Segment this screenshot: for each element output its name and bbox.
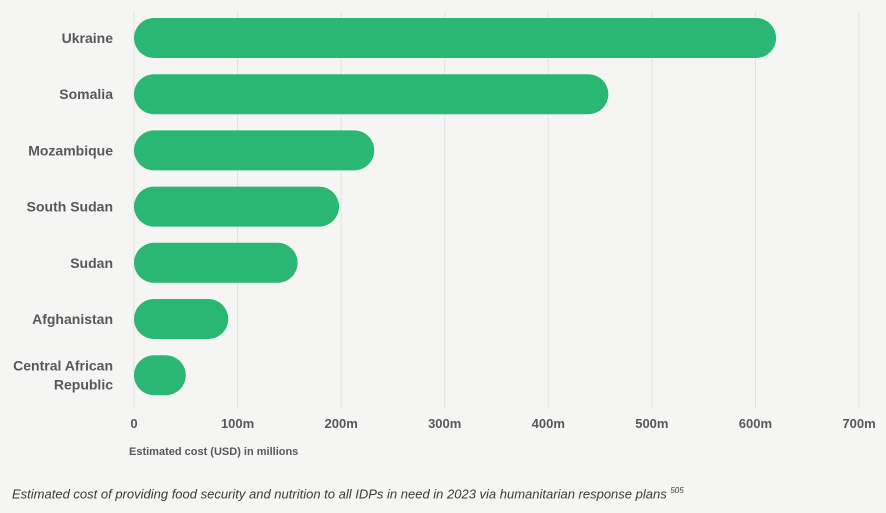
bar: [134, 186, 340, 227]
bar-chart: Ukraine Somalia Mozambique South Sudan Sudan…: [13, 12, 876, 458]
category-label: Mozambique: [28, 142, 113, 158]
bar: [134, 299, 229, 339]
caption-text: Estimated cost of providing food securit…: [12, 486, 667, 502]
bar: [134, 130, 375, 171]
x-tick-label: 500m: [635, 416, 668, 431]
category-label: Afghanistan: [32, 311, 113, 327]
caption-footnote: 505: [670, 486, 684, 495]
x-tick-label: 400m: [532, 416, 565, 431]
bar: [134, 74, 609, 115]
bar: [134, 18, 777, 58]
bar: [134, 355, 186, 396]
x-tick-labels: 0 100m 200m 300m 400m 500m 600m 700m: [130, 416, 875, 431]
category-label: Sudan: [70, 255, 113, 271]
category-label: Central African Republic: [13, 358, 113, 393]
bars: [134, 18, 777, 396]
category-label: Ukraine: [62, 30, 114, 46]
x-tick-label: 600m: [739, 416, 772, 431]
chart-caption: Estimated cost of providing food securit…: [12, 486, 684, 501]
bar: [134, 242, 298, 283]
category-labels: Ukraine Somalia Mozambique South Sudan Sudan…: [13, 30, 113, 393]
x-axis-title: Estimated cost (USD) in millions: [129, 446, 298, 458]
x-tick-label: 0: [130, 416, 137, 431]
category-label: Somalia: [59, 86, 113, 102]
x-tick-label: 200m: [325, 416, 358, 431]
x-tick-label: 100m: [221, 416, 254, 431]
x-tick-label: 300m: [428, 416, 461, 431]
x-tick-label: 700m: [842, 416, 875, 431]
category-label: South Sudan: [27, 199, 113, 215]
